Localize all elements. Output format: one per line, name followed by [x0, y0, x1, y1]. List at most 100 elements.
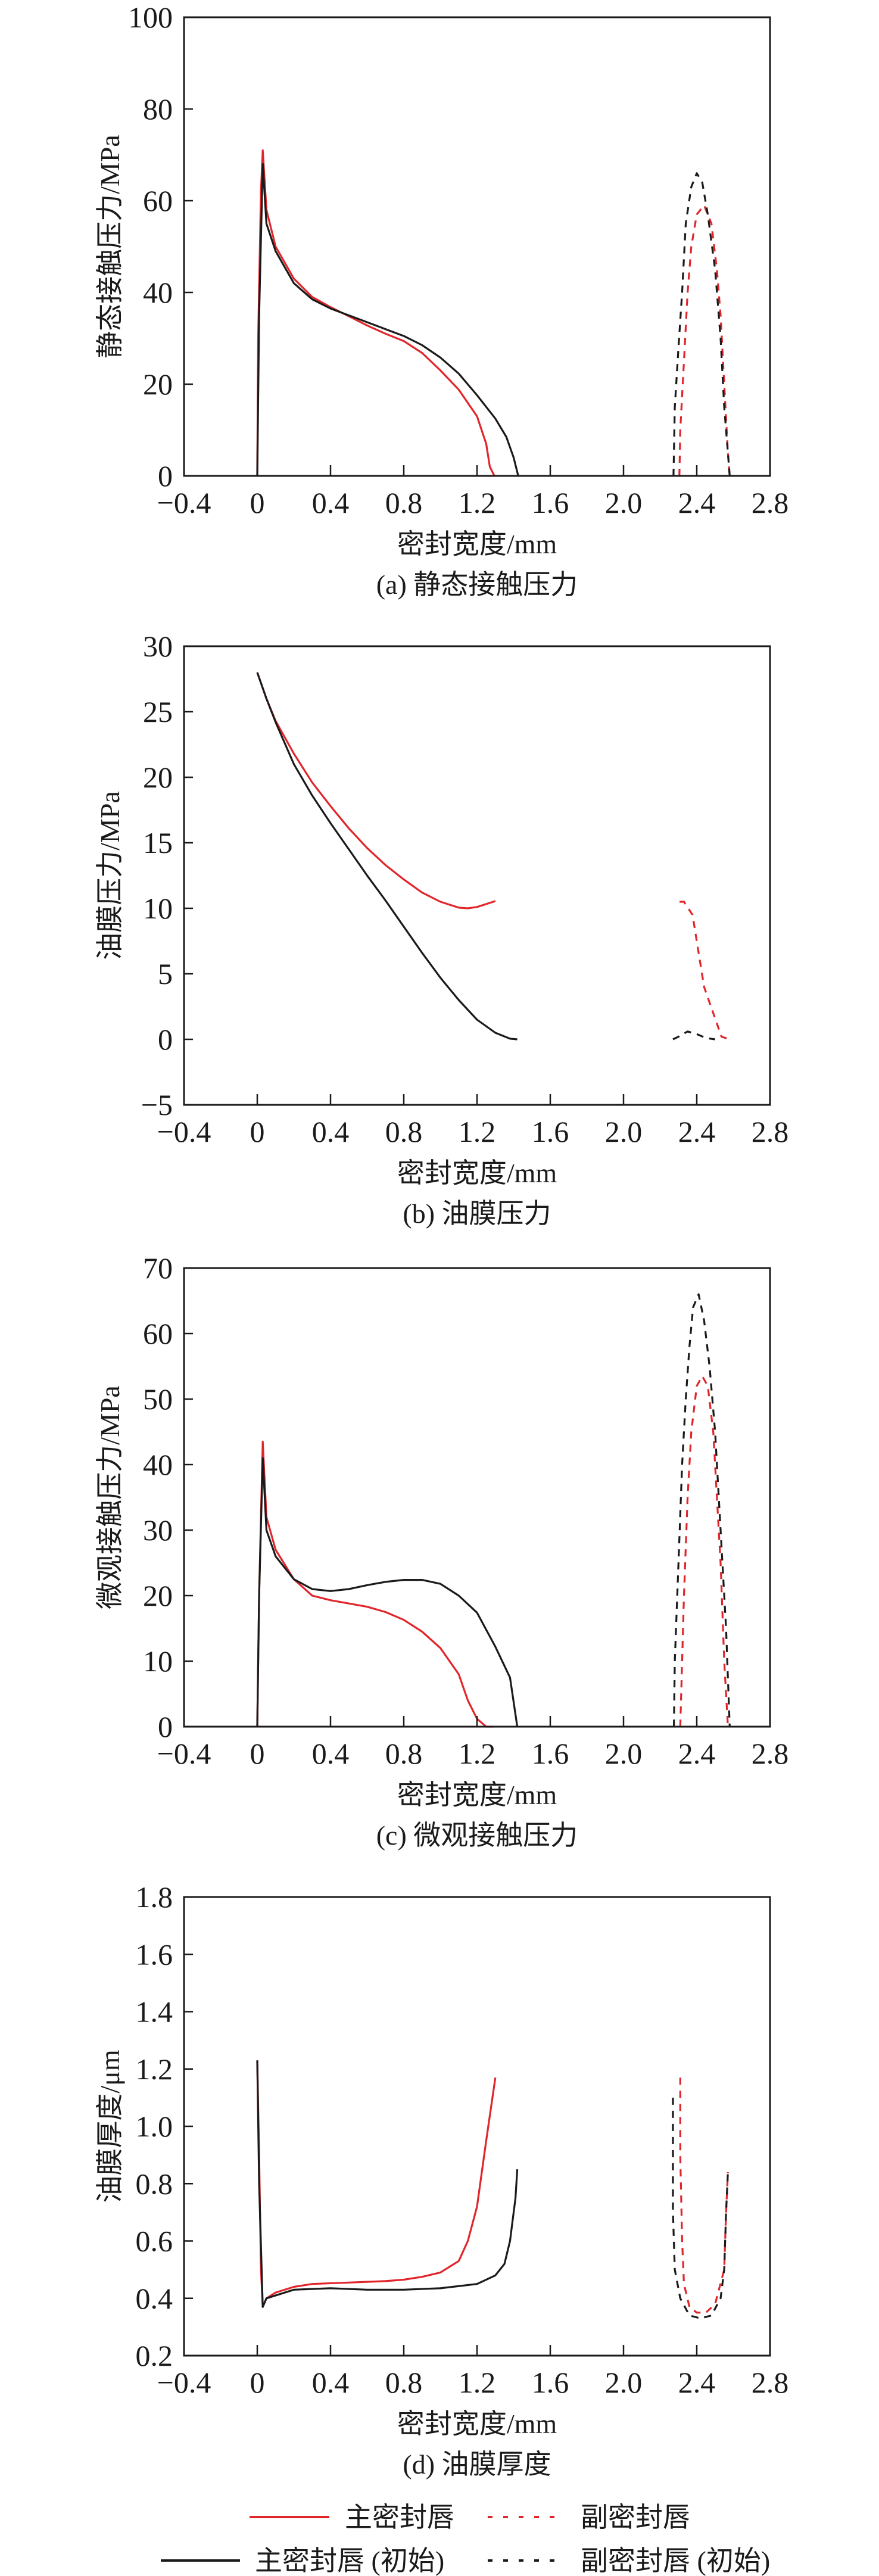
- y-tick-label: 40: [143, 276, 173, 309]
- y-tick-label: 20: [143, 367, 173, 401]
- x-tick-label: 0.4: [312, 1737, 350, 1770]
- y-tick-label: 30: [143, 630, 173, 663]
- series-line-primary-initial: [256, 163, 519, 476]
- chart-d: −0.4 0 0.4 0.8 1.2 1.6 2.0 2.4 2.8 0.2 0.4 0.6 0.8 1.…: [95, 1880, 788, 2480]
- subfigure-caption: (c) 微观接触压力: [376, 1820, 578, 1851]
- y-tick-label: 70: [143, 1251, 173, 1285]
- series-line-primary-initial: [256, 2060, 519, 2308]
- legend-label: 主密封唇 (初始): [255, 2546, 444, 2576]
- x-tick-label: 2.4: [678, 1115, 716, 1148]
- y-tick-label: 1.2: [136, 2052, 173, 2086]
- y-tick-label: 0: [158, 1023, 173, 1056]
- y-axis-label: 油膜压力/MPa: [95, 791, 125, 960]
- series-line-secondary-initial: [672, 1030, 716, 1041]
- y-tick-label: 30: [143, 1513, 173, 1547]
- series-line-secondary: [678, 204, 731, 476]
- y-axis-label: 静态接触压力/MPa: [95, 135, 125, 359]
- x-tick-label: 1.2: [459, 1737, 496, 1770]
- y-tick-label: 0.8: [136, 2167, 173, 2200]
- y-tick-label: 15: [143, 826, 173, 859]
- x-tick-label: 2.0: [605, 1115, 643, 1148]
- y-tick-label: 10: [143, 1644, 173, 1678]
- y-tick-label: 60: [143, 184, 173, 217]
- y-tick-label: 100: [128, 1, 173, 34]
- y-tick-label: 80: [143, 92, 173, 126]
- y-axis-label: 油膜厚度/μm: [95, 2049, 125, 2203]
- y-tick-label: 0: [158, 1710, 173, 1743]
- y-tick-label: 0.2: [136, 2339, 173, 2372]
- y-tick-label: 1.0: [136, 2110, 173, 2143]
- subfigure-caption: (b) 油膜压力: [403, 1198, 551, 1229]
- y-tick-label: 1.8: [136, 1880, 173, 1914]
- series-line-secondary: [679, 901, 730, 1041]
- y-tick-label: 1.6: [136, 1938, 173, 1971]
- y-tick-label: 0: [158, 459, 173, 493]
- x-tick-label: 2.4: [678, 1737, 716, 1770]
- x-tick-label: 0.4: [312, 2366, 350, 2399]
- series-line-secondary: [679, 1375, 729, 1727]
- y-tick-label: 1.4: [136, 1995, 173, 2029]
- x-tick-label: 0.4: [312, 1115, 350, 1148]
- y-tick-label: −5: [141, 1088, 173, 1122]
- charts: −0.4 0 0.4 0.8 1.2 1.6 2.0 2.4 2.8020406080100密封…: [95, 1, 788, 2480]
- x-tick-label: 0.8: [385, 1115, 423, 1148]
- y-tick-label: 50: [143, 1382, 173, 1416]
- series-line-primary: [256, 2060, 497, 2308]
- x-tick-label: 2.4: [678, 486, 716, 519]
- x-tick-label: 2.0: [605, 1737, 643, 1770]
- y-tick-label: 20: [143, 761, 173, 794]
- x-tick-label: 1.6: [532, 2366, 569, 2399]
- y-tick-label: 5: [158, 957, 173, 990]
- x-tick-label: 1.6: [532, 1737, 569, 1770]
- series-line-secondary-initial: [672, 172, 731, 476]
- x-tick-label: 0.8: [385, 1737, 423, 1770]
- x-tick-label: 1.6: [532, 486, 569, 519]
- y-tick-label: 60: [143, 1317, 173, 1350]
- chart-c: −0.4 0 0.4 0.8 1.2 1.6 2.0 2.4 2.801020304050607…: [95, 1251, 788, 1851]
- y-axis-label: 微观接触压力/MPa: [95, 1385, 125, 1609]
- chart-b: −0.4 0 0.4 0.8 1.2 1.6 2.0 2.4 2.8 −5 0 5 10 15 20 25 30…: [95, 630, 788, 1229]
- x-tick-label: 1.2: [459, 2366, 496, 2399]
- y-tick-label: 10: [143, 892, 173, 925]
- x-tick-label: 1.6: [532, 1115, 569, 1148]
- series-line-primary-initial: [256, 672, 518, 1041]
- x-axis-label: 密封宽度/mm: [397, 1780, 557, 1810]
- y-tick-label: 20: [143, 1579, 173, 1612]
- x-tick-label: 0: [250, 486, 265, 519]
- x-tick-label: 0: [250, 1737, 265, 1770]
- subfigure-caption: (d) 油膜厚度: [403, 2449, 551, 2480]
- x-tick-label: −0.4: [157, 1737, 211, 1770]
- y-tick-label: 25: [143, 695, 173, 728]
- y-tick-label: 0.4: [136, 2282, 173, 2315]
- series-line-primary: [256, 672, 496, 909]
- plot-frame: [183, 1896, 771, 2357]
- x-tick-label: 0.8: [385, 486, 423, 519]
- y-tick-label: 40: [143, 1448, 173, 1481]
- x-axis-label: 密封宽度/mm: [397, 529, 557, 559]
- x-axis-label: 密封宽度/mm: [397, 2409, 557, 2439]
- x-tick-label: 0: [250, 2366, 265, 2399]
- x-tick-label: 2.8: [752, 1115, 789, 1148]
- x-tick-label: 0: [250, 1115, 265, 1148]
- x-tick-label: −0.4: [157, 486, 211, 519]
- x-tick-label: −0.4: [157, 1115, 211, 1148]
- x-tick-label: 1.2: [459, 486, 496, 519]
- series-line-secondary: [679, 2077, 729, 2314]
- chart-a: −0.4 0 0.4 0.8 1.2 1.6 2.0 2.4 2.8020406080100密封…: [95, 1, 788, 600]
- legend-label: 主密封唇: [345, 2502, 454, 2533]
- x-tick-label: 2.0: [605, 486, 643, 519]
- x-tick-label: 1.2: [459, 1115, 496, 1148]
- x-tick-label: 2.8: [752, 1737, 789, 1770]
- subfigure-caption: (a) 静态接触压力: [376, 569, 578, 600]
- x-tick-label: 0.4: [312, 486, 350, 519]
- legend-label: 副密封唇 (初始): [581, 2546, 770, 2576]
- series-line-secondary-initial: [673, 1293, 731, 1727]
- x-axis-label: 密封宽度/mm: [397, 1158, 557, 1188]
- series-line-primary: [256, 149, 495, 476]
- x-tick-label: 2.4: [678, 2366, 716, 2399]
- x-tick-label: 2.8: [752, 2366, 789, 2399]
- x-tick-label: 0.8: [385, 2366, 423, 2399]
- x-tick-label: −0.4: [157, 2366, 211, 2399]
